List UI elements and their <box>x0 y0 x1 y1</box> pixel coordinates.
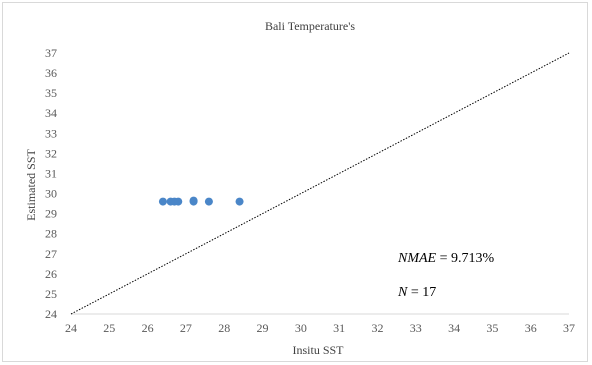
x-axis-ticks: 24 25 26 27 28 29 30 31 32 33 34 35 36 37 <box>65 321 575 335</box>
x-tick-label: 33 <box>410 321 422 335</box>
y-tick-label: 27 <box>45 247 57 261</box>
x-tick-label: 35 <box>486 321 498 335</box>
x-tick-label: 30 <box>295 321 307 335</box>
x-tick-label: 25 <box>103 321 115 335</box>
chart-title: Bali Temperature's <box>265 19 355 33</box>
y-tick-label: 26 <box>45 267 57 281</box>
nmae-label: NMAE <box>397 251 437 266</box>
x-tick-label: 29 <box>257 321 269 335</box>
x-tick-label: 28 <box>218 321 230 335</box>
y-tick-label: 35 <box>45 86 57 100</box>
n-annotation: N = 17 <box>397 285 436 300</box>
data-point <box>235 197 244 206</box>
y-axis-title: Estimated SST <box>24 149 38 221</box>
y-tick-label: 32 <box>45 146 57 160</box>
y-tick-label: 37 <box>45 46 57 60</box>
x-tick-label: 34 <box>448 321 460 335</box>
data-point <box>189 196 198 205</box>
y-axis-ticks: 24 25 26 27 28 29 30 31 32 33 34 35 36 37 <box>45 46 57 321</box>
n-value: = 17 <box>407 285 436 300</box>
y-tick-label: 25 <box>45 287 57 301</box>
x-axis-title: Insitu SST <box>292 343 344 357</box>
data-point <box>158 197 167 206</box>
nmae-annotation: NMAE = 9.713% <box>397 251 495 266</box>
data-points <box>158 196 244 206</box>
data-point <box>204 197 213 206</box>
y-tick-label: 29 <box>45 207 57 221</box>
y-tick-label: 31 <box>45 166 57 180</box>
x-tick-label: 31 <box>333 321 345 335</box>
y-tick-label: 30 <box>45 187 57 201</box>
x-tick-label: 32 <box>371 321 383 335</box>
y-tick-label: 28 <box>45 227 57 241</box>
chart-frame <box>2 2 588 362</box>
x-tick-label: 24 <box>65 321 77 335</box>
y-tick-label: 24 <box>45 307 57 321</box>
y-tick-label: 34 <box>45 106 57 120</box>
y-tick-label: 33 <box>45 126 57 140</box>
nmae-value: = 9.713% <box>436 251 494 266</box>
x-tick-label: 37 <box>563 321 575 335</box>
n-label: N <box>397 285 408 300</box>
reference-line <box>70 52 570 315</box>
y-tick-label: 36 <box>45 66 57 80</box>
data-point <box>174 197 183 206</box>
x-tick-label: 27 <box>180 321 192 335</box>
x-tick-label: 26 <box>142 321 154 335</box>
x-tick-label: 36 <box>525 321 537 335</box>
